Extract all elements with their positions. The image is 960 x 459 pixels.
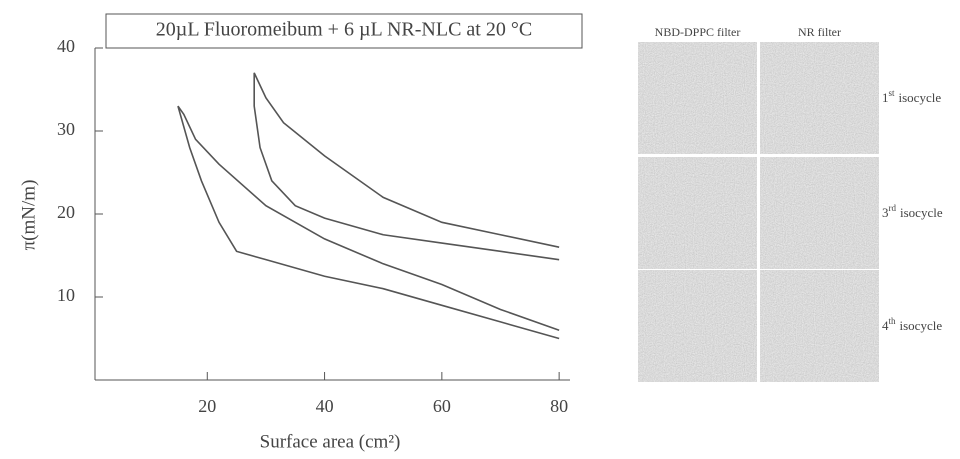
micrograph (759, 156, 880, 270)
y-tick-label: 30 (57, 119, 75, 139)
row-label: 4th isocycle (882, 316, 942, 333)
title-box (105, 13, 583, 49)
micrograph (637, 156, 758, 270)
row-number: 1 (882, 90, 889, 105)
y-tick-label: 10 (57, 285, 75, 305)
column-header: NBD-DPPC filter (655, 25, 741, 39)
x-axis-label: Surface area (cm²) (260, 431, 401, 452)
isotherm-line (177, 105, 560, 340)
row-suffix: th (889, 316, 897, 326)
micrograph (759, 41, 880, 155)
row-number: 3 (882, 205, 889, 220)
row-label: 1st isocycle (882, 88, 941, 105)
chart-title: 20µL Fluoromeibum + 6 µL NR-NLC at 20 °C (156, 19, 532, 41)
x-tick-label: 80 (550, 396, 568, 416)
row-suffix: st (889, 88, 896, 98)
row-suffix: rd (889, 203, 897, 213)
y-axis-label: π(mN/m) (18, 180, 39, 251)
micrograph (637, 41, 758, 155)
row-text: isocycle (900, 318, 943, 333)
row-text: isocycle (899, 90, 942, 105)
x-tick-label: 40 (316, 396, 334, 416)
isotherm-line (253, 72, 560, 261)
x-tick-label: 60 (433, 396, 451, 416)
y-tick-label: 40 (57, 36, 75, 56)
row-label: 3rd isocycle (882, 203, 943, 220)
column-header: NR filter (798, 25, 841, 39)
micrograph (637, 269, 758, 383)
x-tick-label: 20 (198, 396, 216, 416)
row-text: isocycle (900, 205, 943, 220)
micrograph (759, 269, 880, 383)
y-tick-label: 20 (57, 202, 75, 222)
row-number: 4 (882, 318, 889, 333)
